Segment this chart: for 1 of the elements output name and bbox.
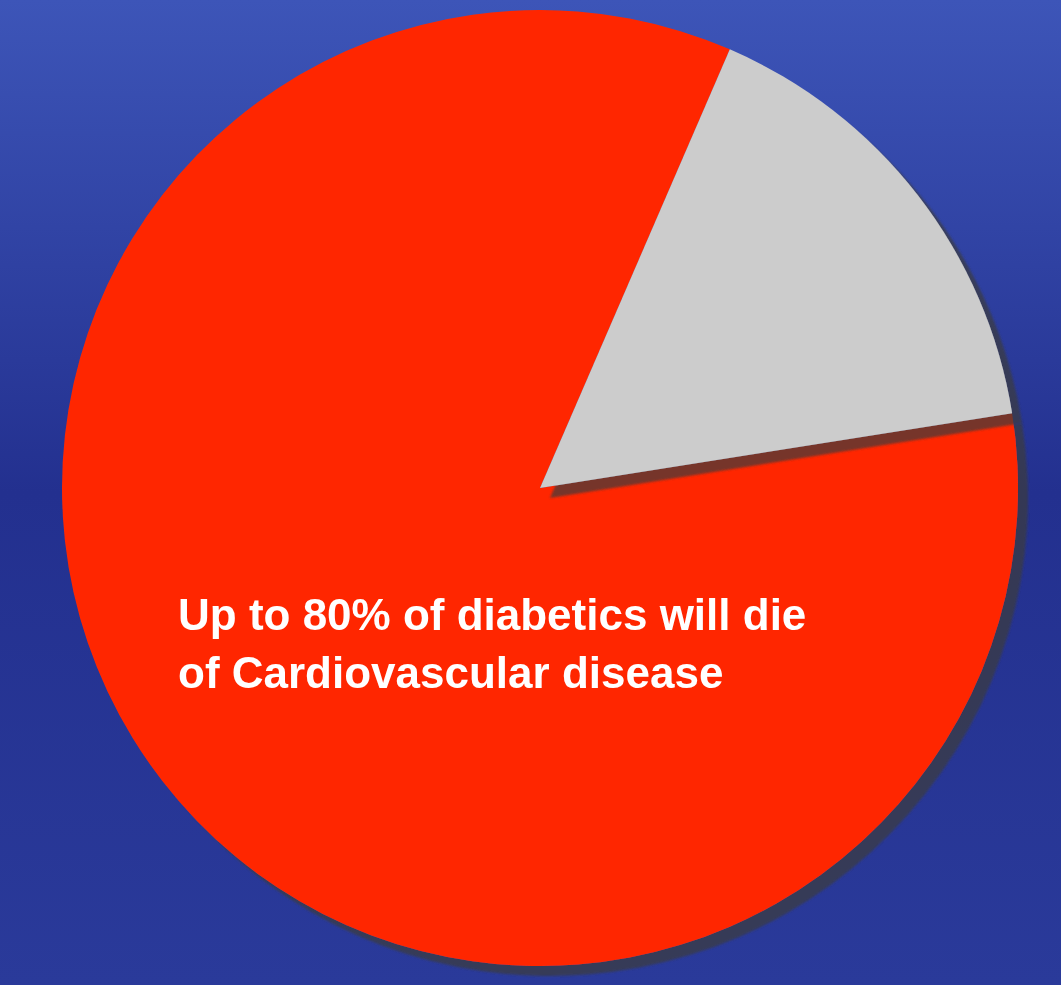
text: Up to 80% of diabetics will die of Cardiovascular disease [178,589,807,697]
